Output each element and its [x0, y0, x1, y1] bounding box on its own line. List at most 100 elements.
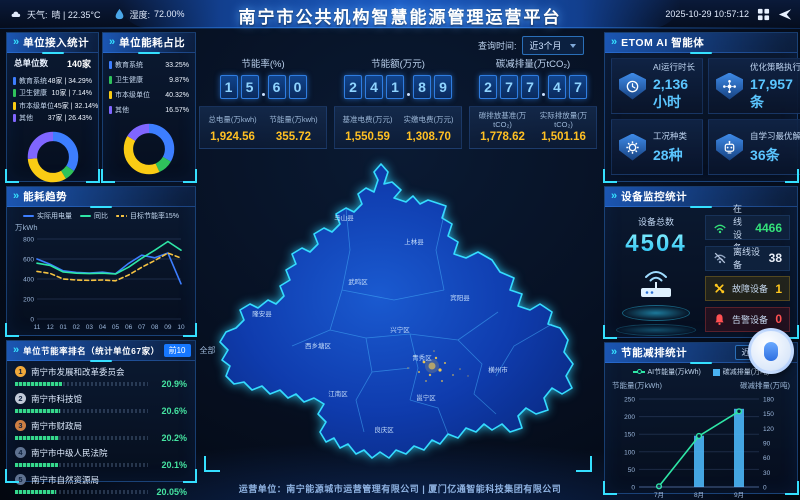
legend-item: 卫生健康 10家 | 7.14%: [13, 88, 92, 98]
svg-text:04: 04: [99, 324, 107, 331]
tools-icon: [713, 282, 726, 295]
ranking-unit-name: 南宁市中级人民法院: [31, 447, 108, 458]
svg-text:30: 30: [763, 470, 771, 477]
svg-text:8月: 8月: [694, 491, 704, 499]
top10-button[interactable]: 前10: [163, 344, 191, 357]
city-light-dot: [428, 362, 436, 370]
ranking-row-bar: 20.1%: [15, 460, 187, 470]
unit-access-donut-chart: [27, 131, 78, 183]
legend-label: 其他: [115, 107, 129, 114]
trend-y-unit: 万kWh: [15, 223, 38, 232]
ranking-row-head: 4 南宁市中级人民法院: [15, 447, 187, 459]
ranking-row-head: 5 南宁市自然资源局: [15, 474, 187, 486]
ranking-row-bar: 20.9%: [15, 379, 187, 389]
etom-cell-text: 自学习最优解 36条: [750, 130, 800, 165]
svg-text:0: 0: [763, 485, 767, 492]
progress-track: [15, 382, 148, 386]
query-time: 查询时间: 近3个月: [478, 36, 584, 55]
map-district-label: 西乡塘区: [305, 341, 332, 350]
device-row-value: 38: [768, 251, 782, 265]
city-light-dot: [428, 373, 432, 377]
panel-etom-ai: » ETOM AI 智能体 AI运行时长 2,136小时 优化策略执行 17,957条…: [603, 32, 800, 183]
ranking-row-head: 1 南宁市发展和改革委员会: [15, 366, 187, 378]
total-units-row: 总单位数 140家: [7, 53, 98, 71]
legend-label: 卫生健康: [115, 77, 143, 84]
svg-text:05: 05: [112, 324, 120, 331]
legend-item: 卫生健康 9.87%: [109, 75, 189, 85]
ranking-row: 1 南宁市发展和改革委员会 20.9%: [15, 366, 187, 389]
kpi-digit: 1: [219, 75, 238, 99]
etom-cell: 自学习最优解 36条: [708, 119, 800, 175]
ranking-row: 5 南宁市自然资源局 20.05%: [15, 474, 187, 497]
gear-icon: [619, 133, 646, 161]
wifi-off-icon: [713, 251, 727, 265]
panel-arrow-icon: »: [13, 36, 20, 48]
device-row-value: 0: [775, 312, 782, 326]
svg-text:120: 120: [763, 426, 774, 433]
progress-fill: [15, 409, 61, 413]
kpi-digit: 1: [386, 75, 404, 99]
city-light-dot: [438, 368, 442, 372]
city-light-dot: [441, 380, 443, 382]
weather-icon: [10, 8, 23, 21]
assistant-icon: [764, 341, 778, 361]
etom-cell: AI运行时长 2,136小时: [611, 58, 704, 114]
chevron-down-icon: [569, 43, 576, 48]
city-light-dot: [425, 380, 427, 382]
panel-header: » ETOM AI 智能体: [605, 33, 797, 53]
ai-assistant-button[interactable]: [748, 328, 794, 374]
ranking-pct: 20.9%: [161, 379, 187, 389]
ranking-row-head: 2 南宁市科技馆: [15, 393, 187, 405]
map-canvas[interactable]: 马山县 上林县 武鸣区 宾阳县 隆安县 兴宁区 西乡塘区 青秀区 横州市 江南区 邕宁区 良庆区: [196, 132, 600, 480]
panel-arrow-icon: »: [109, 36, 116, 48]
panel-title: 单位节能率排名（统计单位67家）: [23, 345, 160, 356]
time-range-select[interactable]: 近3个月: [521, 36, 584, 55]
all-button[interactable]: 全部: [199, 346, 216, 355]
panel-header: » 单位节能率排名（统计单位67家） 前10 全部: [7, 341, 216, 361]
legend-value: 37家 | 26.43%: [47, 115, 92, 122]
legend-swatch: [13, 101, 16, 110]
kpi-digit: 4: [548, 75, 566, 99]
device-status-list: 在线设备4466离线设备 38 故障设备 1 告警设备 0: [705, 204, 790, 332]
svg-text:150: 150: [624, 432, 635, 439]
decimal-dot: [542, 93, 545, 96]
device-row: 离线设备 38: [705, 245, 790, 271]
kpi-substats: 碳排放基准(万tCO₂) 1,778.62 实际排放量(万tCO₂) 1,501.16: [469, 106, 597, 150]
city-light-dot: [433, 350, 435, 352]
humidity-icon: [114, 8, 125, 20]
rank-badge: 3: [15, 420, 26, 431]
legend-value: 33.25%: [165, 61, 189, 69]
panel-energy-ratio: » 单位能耗占比 教育系统 33.25% 卫生健康 9.87% 市本级单位 40.32% 其…: [101, 32, 197, 183]
grid-menu-icon[interactable]: [757, 8, 770, 21]
back-icon[interactable]: [778, 8, 792, 21]
ranking-row: 3 南宁市财政局 20.2%: [15, 420, 187, 443]
query-time-label: 查询时间:: [478, 41, 517, 51]
humidity-value: 72.00%: [154, 9, 185, 19]
svg-text:08: 08: [151, 324, 159, 331]
legend-swatch: [13, 114, 16, 122]
ranking-unit-name: 南宁市发展和改革委员会: [31, 366, 125, 377]
total-units-label: 总单位数: [14, 58, 49, 68]
etom-cell-value: 28种: [653, 146, 683, 163]
weather-group: 天气: 晴 | 22.35°C 湿度: 72.00%: [10, 0, 185, 28]
top-bar: 天气: 晴 | 22.35°C 湿度: 72.00% 南宁市公共机构智慧能源管理…: [0, 0, 800, 29]
footer-operator: 运营单位：南宁能源城市运营管理有限公司 | 厦门亿通智能科技集团有限公司: [238, 484, 562, 494]
ranking-unit-name: 南宁市财政局: [31, 420, 83, 431]
weather-value: 晴 | 22.35°C: [51, 9, 101, 20]
legend-swatch: [109, 106, 112, 114]
right-axis-title: 碳减排量(万吨): [740, 381, 790, 390]
kpi-substat: 总电量(万kwh) 1,924.56: [202, 112, 263, 143]
panel-title: ETOM AI 智能体: [621, 37, 705, 49]
map-district-label: 隆安县: [252, 309, 272, 318]
svg-text:0: 0: [631, 485, 635, 492]
panel-header: » 单位接入统计: [7, 33, 98, 53]
glow-ring: [622, 305, 690, 321]
panel-title: 节能减排统计: [621, 347, 688, 359]
progress-track: [15, 409, 148, 413]
line-sample: [632, 369, 645, 374]
kpi-substat: 节能量(万kwh) 355.72: [263, 112, 324, 143]
emission-legend-item: 碳减排量(万吨): [712, 367, 769, 377]
map-district-label: 上林县: [404, 237, 424, 246]
